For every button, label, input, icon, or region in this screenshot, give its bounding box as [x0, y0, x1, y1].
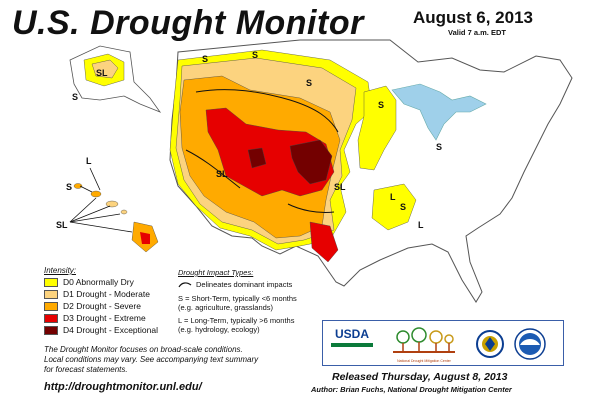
impact-types-legend: Drought Impact Types: Delineates dominan…	[178, 268, 328, 334]
hawaii-leader-lines	[69, 167, 133, 233]
legend-swatch	[44, 289, 58, 299]
usda-logo: USDA	[331, 328, 373, 358]
map-label-s-midwest: S	[378, 100, 384, 110]
map-label-s-north: S	[252, 50, 258, 60]
map-label-l-south: L	[390, 192, 396, 202]
map-label-l-east: L	[418, 220, 424, 230]
map-label-s-alaska: S	[72, 92, 78, 102]
map-label-s-northwest: S	[202, 54, 208, 64]
page-title: U.S. Drought Monitor	[12, 4, 364, 42]
legend-swatch	[44, 313, 58, 323]
impacts-heading: Drought Impact Types:	[178, 268, 254, 277]
legend-heading: Intensity:	[44, 266, 77, 275]
map-label-s-hawaii: S	[66, 182, 72, 192]
impacts-short-term: S = Short-Term, typically <6 months	[178, 294, 297, 303]
agency-logos-panel: USDA National Drought Mitigation Center	[322, 320, 564, 366]
ndmc-caption: National Drought Mitigation Center	[397, 359, 451, 363]
legend-label: D1 Drought - Moderate	[63, 289, 150, 299]
d3-texas	[309, 221, 339, 263]
map-label-s-east: S	[436, 142, 442, 152]
d0-midwest	[357, 85, 397, 171]
legend-label: D2 Drought - Severe	[63, 301, 141, 311]
d4-region	[289, 139, 333, 185]
boundary-line-icon	[178, 281, 192, 287]
impacts-boundary-text: Delineates dominant impacts	[196, 280, 293, 289]
legend-swatch	[44, 277, 58, 287]
release-date: Released Thursday, August 8, 2013	[332, 371, 508, 383]
map-label-sl-alaska: SL	[96, 68, 108, 78]
impacts-long-term: L = Long-Term, typically >6 months	[178, 316, 295, 325]
note-line: Local conditions may vary. See accompany…	[44, 355, 259, 364]
impact-boundary-line	[195, 89, 339, 133]
d4-nm	[247, 147, 267, 169]
impact-boundary-line	[185, 149, 241, 189]
noaa-seal-icon	[514, 328, 546, 360]
note-line: for forecast statements.	[44, 365, 128, 374]
ndmc-logo: National Drought Mitigation Center	[389, 325, 459, 363]
ndmc-trees-icon	[393, 327, 455, 353]
usda-logo-text: USDA	[334, 327, 369, 341]
great-lakes	[391, 83, 487, 141]
disclaimer-note: The Drought Monitor focuses on broad-sca…	[44, 345, 314, 375]
legend-label: D3 Drought - Extreme	[63, 313, 146, 323]
valid-time: Valid 7 a.m. EDT	[448, 28, 506, 37]
map-date: August 6, 2013	[413, 8, 533, 27]
legend-label: D4 Drought - Exceptional	[63, 325, 158, 335]
d0-south	[371, 183, 417, 231]
map-label-s-plains: S	[306, 78, 312, 88]
legend-item-d4: D4 Drought - Exceptional	[44, 324, 184, 336]
impact-boundary-line	[287, 203, 335, 213]
commerce-seal-icon	[476, 330, 504, 358]
author-credit: Author: Brian Fuchs, National Drought Mi…	[311, 385, 512, 394]
map-label-sl-central: SL	[334, 182, 346, 192]
map-label-sl-west: SL	[216, 169, 228, 179]
map-label-s-south: S	[400, 202, 406, 212]
impacts-boundary-row: Delineates dominant impacts	[178, 280, 328, 289]
impacts-long-term-eg: (e.g. hydrology, ecology)	[178, 325, 260, 334]
map-label-l-hawaii: L	[86, 156, 92, 166]
alaska-d1	[91, 59, 119, 79]
website-link[interactable]: http://droughtmonitor.unl.edu/	[44, 381, 202, 393]
intensity-legend: Intensity: D0 Abnormally Dry D1 Drought …	[44, 266, 184, 336]
legend-item-d3: D3 Drought - Extreme	[44, 312, 184, 324]
legend-item-d0: D0 Abnormally Dry	[44, 276, 184, 288]
legend-swatch	[44, 301, 58, 311]
legend-label: D0 Abnormally Dry	[63, 277, 134, 287]
hawaii	[73, 183, 159, 253]
note-line: The Drought Monitor focuses on broad-sca…	[44, 345, 243, 354]
legend-swatch	[44, 325, 58, 335]
legend-item-d2: D2 Drought - Severe	[44, 300, 184, 312]
legend-item-d1: D1 Drought - Moderate	[44, 288, 184, 300]
impacts-short-term-eg: (e.g. agriculture, grasslands)	[178, 303, 274, 312]
map-label-sl-hawaii: SL	[56, 220, 68, 230]
